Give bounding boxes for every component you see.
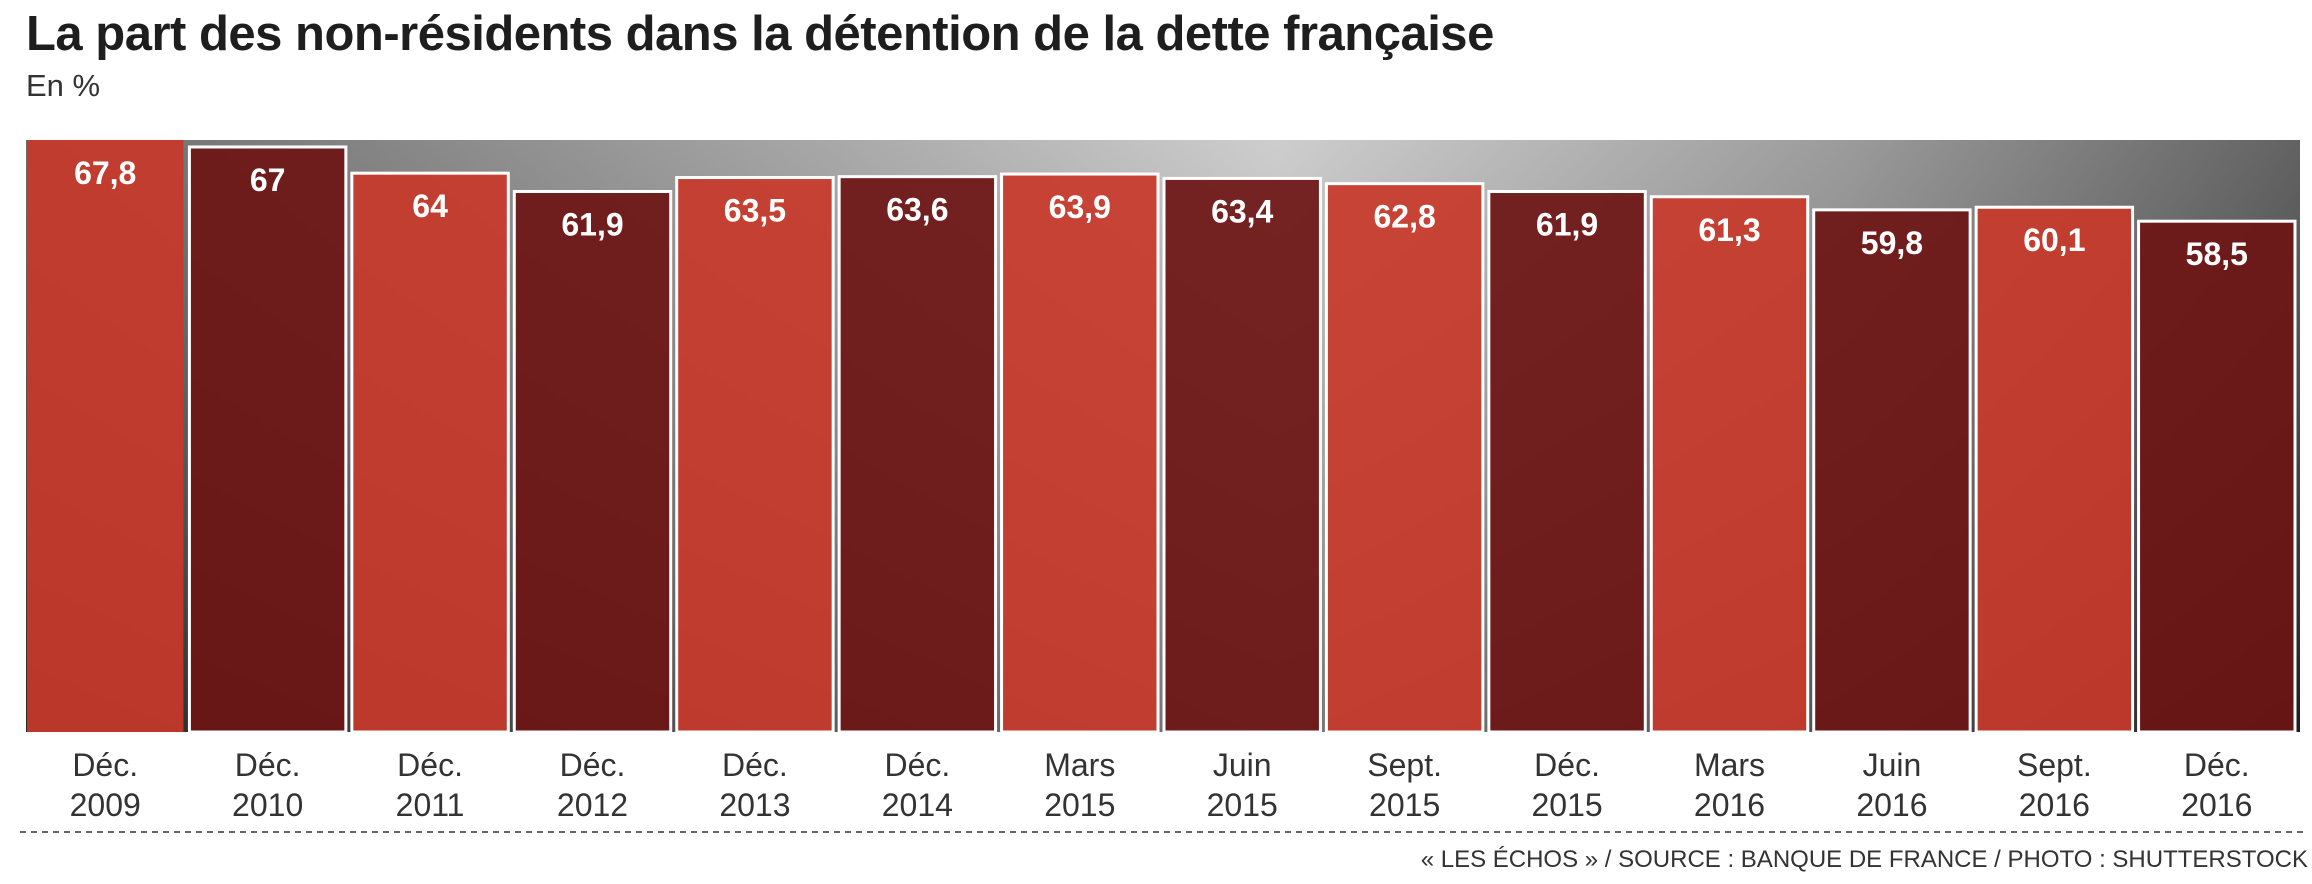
bar-1: [187, 145, 348, 734]
chart-title: La part des non-résidents dans la détent…: [26, 7, 1494, 61]
category-label-year: 2013: [719, 787, 790, 823]
bar-7: [1162, 176, 1322, 734]
category-label-year: 2016: [1694, 787, 1765, 823]
category-label-period: Déc.: [397, 747, 463, 783]
category-label-period: Déc.: [72, 747, 138, 783]
bar-12: [1974, 205, 2135, 734]
category-label-period: Déc.: [1534, 747, 1600, 783]
bar-0: [27, 140, 184, 732]
bar-6: [1000, 172, 1160, 734]
bar-value-label: 60,1: [2023, 222, 2085, 258]
bar-value-label: 61,9: [1536, 207, 1598, 243]
category-label-period: Sept.: [1367, 747, 1442, 783]
category-label-period: Déc.: [235, 747, 301, 783]
bar-value-label: 61,9: [561, 207, 623, 243]
bar-value-label: 58,5: [2186, 236, 2248, 272]
chart-subtitle: En %: [26, 68, 101, 103]
bar-value-label: 67: [250, 162, 286, 198]
bar-value-label: 61,3: [1698, 212, 1760, 248]
category-label-period: Déc.: [560, 747, 626, 783]
category-label-year: 2009: [70, 787, 141, 823]
bar-value-label: 63,9: [1049, 189, 1111, 225]
bar-value-label: 63,4: [1211, 193, 1273, 229]
category-label-period: Déc.: [884, 747, 950, 783]
bar-8: [1324, 182, 1485, 734]
category-label-period: Mars: [1694, 747, 1765, 783]
category-label-period: Mars: [1044, 747, 1115, 783]
category-label-year: 2015: [1369, 787, 1440, 823]
bar-value-label: 63,6: [886, 192, 948, 228]
category-label-year: 2015: [1207, 787, 1278, 823]
category-label-year: 2014: [882, 787, 953, 823]
category-label-year: 2016: [2181, 787, 2252, 823]
bar-11: [1812, 208, 1972, 734]
category-label-period: Déc.: [722, 747, 788, 783]
bar-value-label: 62,8: [1374, 199, 1436, 235]
category-label-period: Juin: [1213, 747, 1272, 783]
category-label-period: Déc.: [2184, 747, 2250, 783]
category-label-year: 2015: [1044, 787, 1115, 823]
bar-value-label: 59,8: [1861, 225, 1923, 261]
category-label-year: 2015: [1531, 787, 1602, 823]
bar-2: [350, 171, 510, 734]
bar-4: [675, 176, 835, 734]
category-label-period: Sept.: [2017, 747, 2092, 783]
category-label-year: 2016: [2019, 787, 2090, 823]
category-label-year: 2011: [396, 787, 465, 823]
source-credit: « LES ÉCHOS » / SOURCE : BANQUE DE FRANC…: [1420, 846, 2308, 873]
category-label-year: 2010: [232, 787, 303, 823]
category-label-period: Juin: [1863, 747, 1922, 783]
category-label-year: 2016: [1856, 787, 1927, 823]
bar-value-label: 64: [412, 188, 448, 224]
bar-9: [1487, 190, 1647, 734]
bar-3: [512, 190, 673, 734]
bar-value-label: 67,8: [74, 155, 136, 191]
bar-5: [837, 175, 998, 734]
bar-value-label: 63,5: [724, 193, 786, 229]
category-label-year: 2012: [557, 787, 628, 823]
bar-10: [1649, 195, 1810, 734]
bar-13: [2137, 219, 2297, 734]
